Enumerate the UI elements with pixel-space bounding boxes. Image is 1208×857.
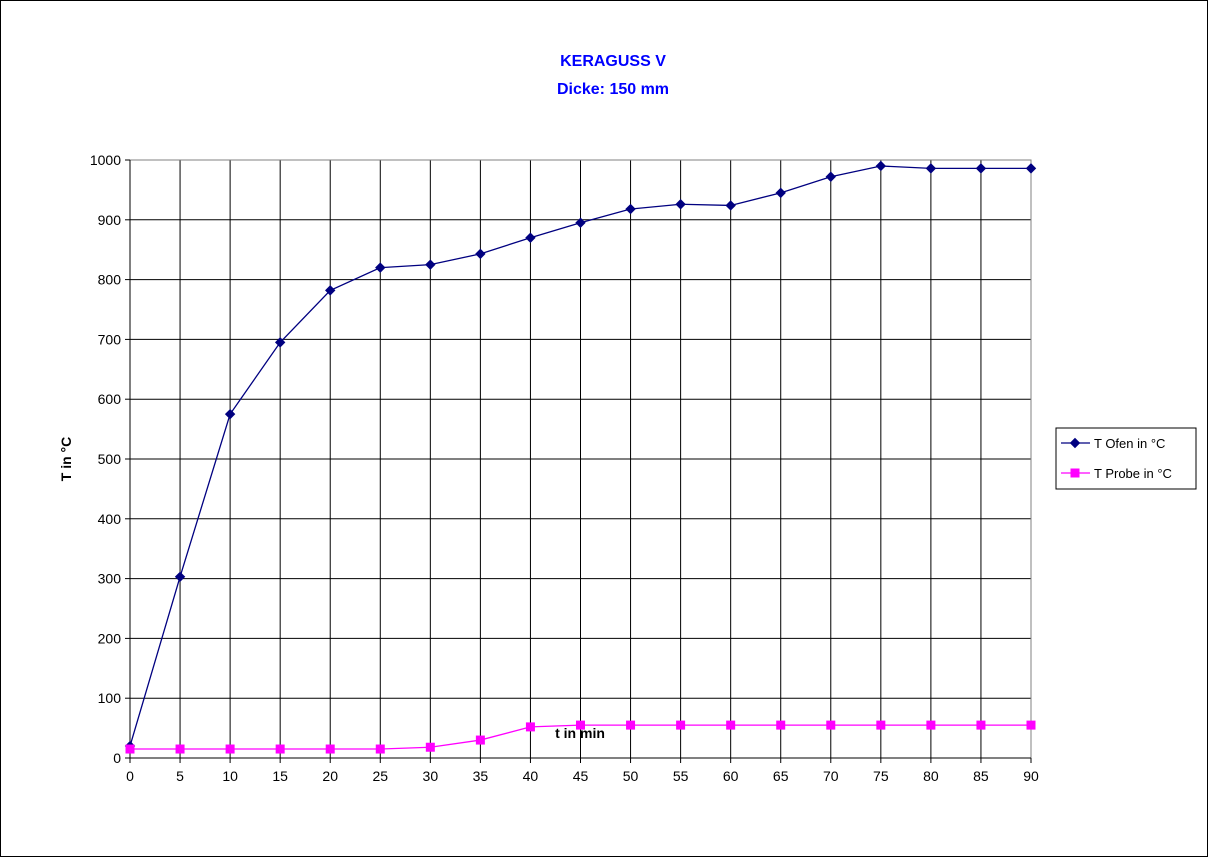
series-layer xyxy=(124,160,1037,754)
data-point xyxy=(826,720,836,730)
y-tick-label: 400 xyxy=(98,511,122,527)
y-tick-label: 100 xyxy=(98,690,122,706)
x-axis-ticks: 0 5 10 15 20 25 30 35 40 45 50 55 60 65 70 75 80 85 90 xyxy=(125,160,1039,784)
y-tick-label: 300 xyxy=(98,571,122,587)
x-tick-label: 40 xyxy=(523,768,539,784)
x-tick-label: 60 xyxy=(723,768,739,784)
chart-title: KERAGUSS V xyxy=(560,53,666,70)
y-axis-ticks: 0 100 200 300 400 500 600 700 800 900 1000 xyxy=(90,152,130,766)
y-tick-label: 800 xyxy=(98,272,122,288)
x-tick-label: 15 xyxy=(272,768,288,784)
legend-label: T Probe in °C xyxy=(1094,466,1172,481)
x-tick-label: 45 xyxy=(573,768,589,784)
data-point xyxy=(926,720,936,730)
x-tick-label: 55 xyxy=(673,768,689,784)
y-tick-label: 0 xyxy=(113,750,121,766)
data-point xyxy=(1026,720,1036,730)
data-point xyxy=(425,742,435,752)
data-point xyxy=(576,720,585,730)
data-point xyxy=(274,337,286,348)
y-tick-label: 200 xyxy=(98,630,122,646)
y-tick-label: 500 xyxy=(98,451,122,467)
data-point xyxy=(675,199,686,210)
x-tick-label: 65 xyxy=(773,768,789,784)
data-point xyxy=(876,720,886,730)
data-point xyxy=(625,203,636,215)
x-tick-label: 25 xyxy=(372,768,388,784)
data-point xyxy=(224,408,236,420)
data-point xyxy=(925,163,937,174)
data-point xyxy=(325,285,336,296)
data-point xyxy=(575,217,586,228)
grid xyxy=(130,159,1032,758)
data-point xyxy=(875,160,887,172)
y-tick-label: 1000 xyxy=(90,152,121,168)
legend-item: T Probe in °C xyxy=(1061,466,1172,481)
legend-square-marker xyxy=(1070,468,1080,478)
x-tick-label: 0 xyxy=(126,768,134,784)
x-tick-label: 75 xyxy=(873,768,889,784)
x-tick-label: 90 xyxy=(1023,768,1039,784)
data-point xyxy=(275,744,285,754)
data-point xyxy=(425,259,436,270)
data-point xyxy=(975,163,987,174)
y-axis-label: T in °C xyxy=(58,437,74,481)
data-point xyxy=(475,735,485,745)
legend-item: T Ofen in °C xyxy=(1061,436,1165,451)
legend-box xyxy=(1055,427,1197,490)
data-point xyxy=(776,720,786,730)
data-point xyxy=(976,720,986,730)
data-point xyxy=(125,744,135,754)
data-point xyxy=(174,571,186,583)
x-tick-label: 50 xyxy=(623,768,639,784)
legend: T Ofen in °C T Probe in °C xyxy=(1055,427,1197,490)
data-point xyxy=(676,720,686,730)
data-point xyxy=(775,187,786,199)
x-tick-label: 20 xyxy=(322,768,338,784)
x-tick-label: 35 xyxy=(473,768,489,784)
data-point xyxy=(175,744,185,754)
x-axis-label: t in min xyxy=(555,725,605,741)
x-tick-label: 80 xyxy=(923,768,939,784)
data-point xyxy=(225,744,235,754)
data-point xyxy=(726,720,736,730)
legend-items: T Ofen in °C T Probe in °C xyxy=(1061,436,1172,481)
x-tick-label: 70 xyxy=(823,768,839,784)
data-point xyxy=(375,744,385,754)
x-tick-label: 85 xyxy=(973,768,989,784)
data-point xyxy=(525,232,536,243)
series-1 xyxy=(124,160,1037,752)
data-point xyxy=(626,720,636,730)
series-2 xyxy=(125,720,1036,754)
data-point xyxy=(375,262,386,273)
x-tick-label: 30 xyxy=(423,768,439,784)
data-point xyxy=(325,744,335,754)
chart-subtitle: Dicke: 150 mm xyxy=(557,81,669,98)
legend-diamond-marker xyxy=(1069,437,1081,449)
legend-label: T Ofen in °C xyxy=(1094,436,1165,451)
data-point xyxy=(525,722,535,732)
x-tick-label: 10 xyxy=(222,768,238,784)
x-tick-label: 5 xyxy=(176,768,184,784)
data-point xyxy=(825,171,836,182)
data-point xyxy=(725,200,736,211)
data-point xyxy=(1025,163,1037,174)
data-point xyxy=(475,248,486,260)
y-tick-label: 900 xyxy=(98,212,122,228)
y-tick-label: 700 xyxy=(98,331,122,347)
y-tick-label: 600 xyxy=(98,391,122,407)
